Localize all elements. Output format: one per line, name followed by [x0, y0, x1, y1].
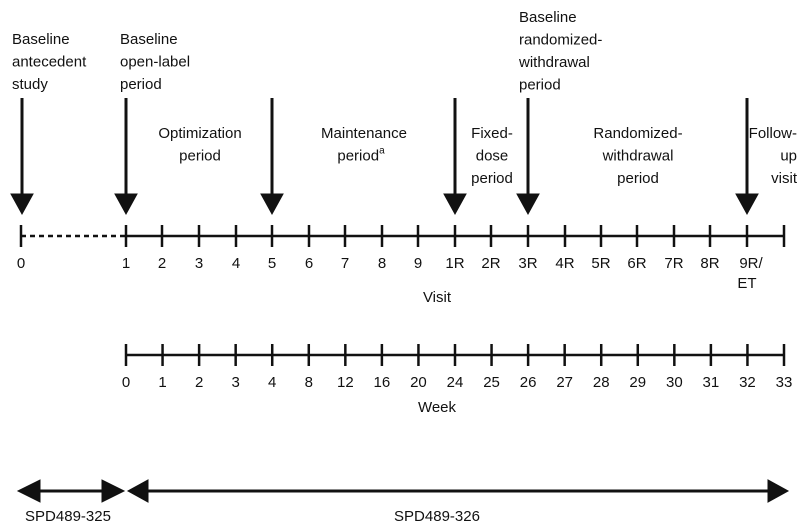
period-label: withdrawal: [602, 147, 674, 164]
week-tick-label: 12: [337, 374, 354, 391]
week-tick-label: 32: [739, 374, 756, 391]
visit-tick-label: 3: [195, 255, 203, 272]
week-tick-label: 0: [122, 374, 130, 391]
period-label: Fixed-: [471, 125, 513, 142]
visit-tick-label: 1: [122, 255, 130, 272]
visit-tick-label: 6R: [627, 255, 646, 272]
week-tick-label: 27: [556, 374, 573, 391]
visit-tick-label: 5: [268, 255, 276, 272]
study-label: SPD489-326: [394, 508, 480, 524]
arrows: [10, 98, 759, 216]
visit-tick-label: 2: [158, 255, 166, 272]
annotation: randomized-: [519, 31, 602, 48]
visit-tick-label: 7: [341, 255, 349, 272]
visit-tick-label: 6: [305, 255, 313, 272]
annotation: Baseline: [12, 31, 70, 48]
visit-tick-label: 9: [414, 255, 422, 272]
superscript: a: [379, 145, 385, 156]
period-label: visit: [771, 170, 798, 187]
week-tick-label: 1: [158, 374, 166, 391]
annotation: Baseline: [519, 9, 577, 26]
period-label: dose: [476, 147, 509, 164]
period-label: Maintenance: [321, 125, 407, 142]
study-spans: [16, 479, 790, 503]
week-tick-label: 24: [447, 374, 464, 391]
visit-tick-label: 9R/: [739, 255, 763, 272]
annotation: study: [12, 76, 48, 93]
week-tick-label: 16: [374, 374, 391, 391]
week-tick-label: 30: [666, 374, 683, 391]
week-tick-label: 28: [593, 374, 610, 391]
annotation: withdrawal: [518, 54, 590, 71]
visit-tick-label: ET: [737, 275, 756, 292]
visit-tick-label: 8: [378, 255, 386, 272]
visit-tick-label: 8R: [700, 255, 719, 272]
period-label: period: [471, 170, 513, 187]
week-tick-label: 2: [195, 374, 203, 391]
period-label: Randomized-: [593, 125, 682, 142]
period-label: perioda: [337, 145, 385, 164]
visit-tick-label: 1R: [445, 255, 464, 272]
visit-tick-label: 4: [232, 255, 240, 272]
week-tick-label: 25: [483, 374, 500, 391]
study-label: SPD489-325: [25, 508, 111, 524]
week-tick-label: 26: [520, 374, 537, 391]
week-tick-label: 4: [268, 374, 276, 391]
week-axis-label: Week: [418, 399, 457, 416]
visit-tick-label: 2R: [481, 255, 500, 272]
annotation: period: [519, 76, 561, 93]
period-label: Follow-: [749, 125, 797, 142]
week-tick-label: 31: [703, 374, 720, 391]
period-label: period: [179, 147, 221, 164]
visit-tick-label: 4R: [555, 255, 574, 272]
week-tick-label: 33: [776, 374, 793, 391]
period-label: Optimization: [158, 125, 241, 142]
annotation: Baseline: [120, 31, 178, 48]
visit-tick-label: 3R: [518, 255, 537, 272]
annotation: open-label: [120, 53, 190, 70]
visit-tick-label: 0: [17, 255, 25, 272]
week-tick-label: 20: [410, 374, 427, 391]
period-label: up: [780, 147, 797, 164]
visit-tick-label: 5R: [591, 255, 610, 272]
week-tick-label: 29: [629, 374, 646, 391]
visit-axis-label: Visit: [423, 289, 452, 306]
annotation: antecedent: [12, 53, 87, 70]
week-tick-label: 3: [231, 374, 239, 391]
annotation: period: [120, 76, 162, 93]
period-label: period: [617, 170, 659, 187]
week-tick-label: 8: [305, 374, 313, 391]
visit-tick-label: 7R: [664, 255, 683, 272]
